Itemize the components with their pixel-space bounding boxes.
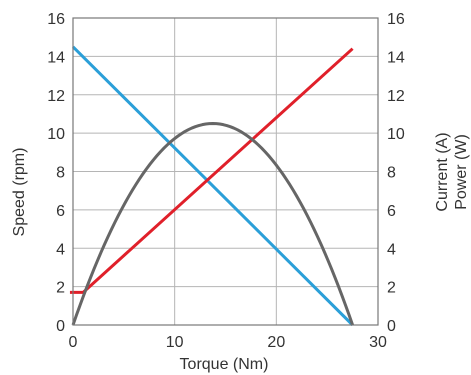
- x-tick-30: 30: [369, 334, 387, 351]
- right-y-tick-12: 12: [387, 88, 405, 105]
- left-y-tick-12: 12: [47, 88, 65, 105]
- plot-border: [72, 17, 379, 326]
- x-axis-title: Torque (Nm): [180, 356, 269, 373]
- left-y-tick-6: 6: [56, 203, 65, 220]
- left-y-axis-title: Speed (rpm): [11, 148, 28, 237]
- left-y-tick-8: 8: [56, 165, 65, 182]
- left-y-tick-10: 10: [47, 126, 65, 143]
- right-y-axis-title-power: Power (W): [453, 134, 470, 210]
- left-y-tick-16: 16: [47, 11, 65, 28]
- left-y-tick-4: 4: [56, 241, 65, 258]
- right-y-tick-8: 8: [387, 165, 396, 182]
- right-y-tick-0: 0: [387, 318, 396, 335]
- right-y-tick-4: 4: [387, 241, 396, 258]
- right-y-tick-labels: 0 2 4 6 8 10 12 14 16: [387, 11, 405, 335]
- left-y-tick-labels: 0 2 4 6 8 10 12 14 16: [47, 11, 65, 335]
- left-y-tick-2: 2: [56, 280, 65, 297]
- left-y-tick-0: 0: [56, 318, 65, 335]
- right-y-tick-6: 6: [387, 203, 396, 220]
- right-y-tick-14: 14: [387, 49, 405, 66]
- x-tick-0: 0: [69, 334, 78, 351]
- x-tick-20: 20: [267, 334, 285, 351]
- right-y-tick-10: 10: [387, 126, 405, 143]
- power-series-line: [71, 122, 354, 326]
- left-y-tick-14: 14: [47, 49, 65, 66]
- right-y-axis-title-current: Current (A): [434, 132, 451, 211]
- current-series-line: [69, 47, 354, 294]
- right-y-tick-16: 16: [387, 11, 405, 28]
- x-tick-10: 10: [166, 334, 184, 351]
- plot-frame: [72, 17, 379, 326]
- grid: [73, 18, 378, 325]
- speed-series-line: [71, 45, 354, 327]
- right-y-tick-2: 2: [387, 280, 396, 297]
- series-layer: [69, 45, 354, 327]
- x-tick-labels: 0 10 20 30: [69, 334, 387, 351]
